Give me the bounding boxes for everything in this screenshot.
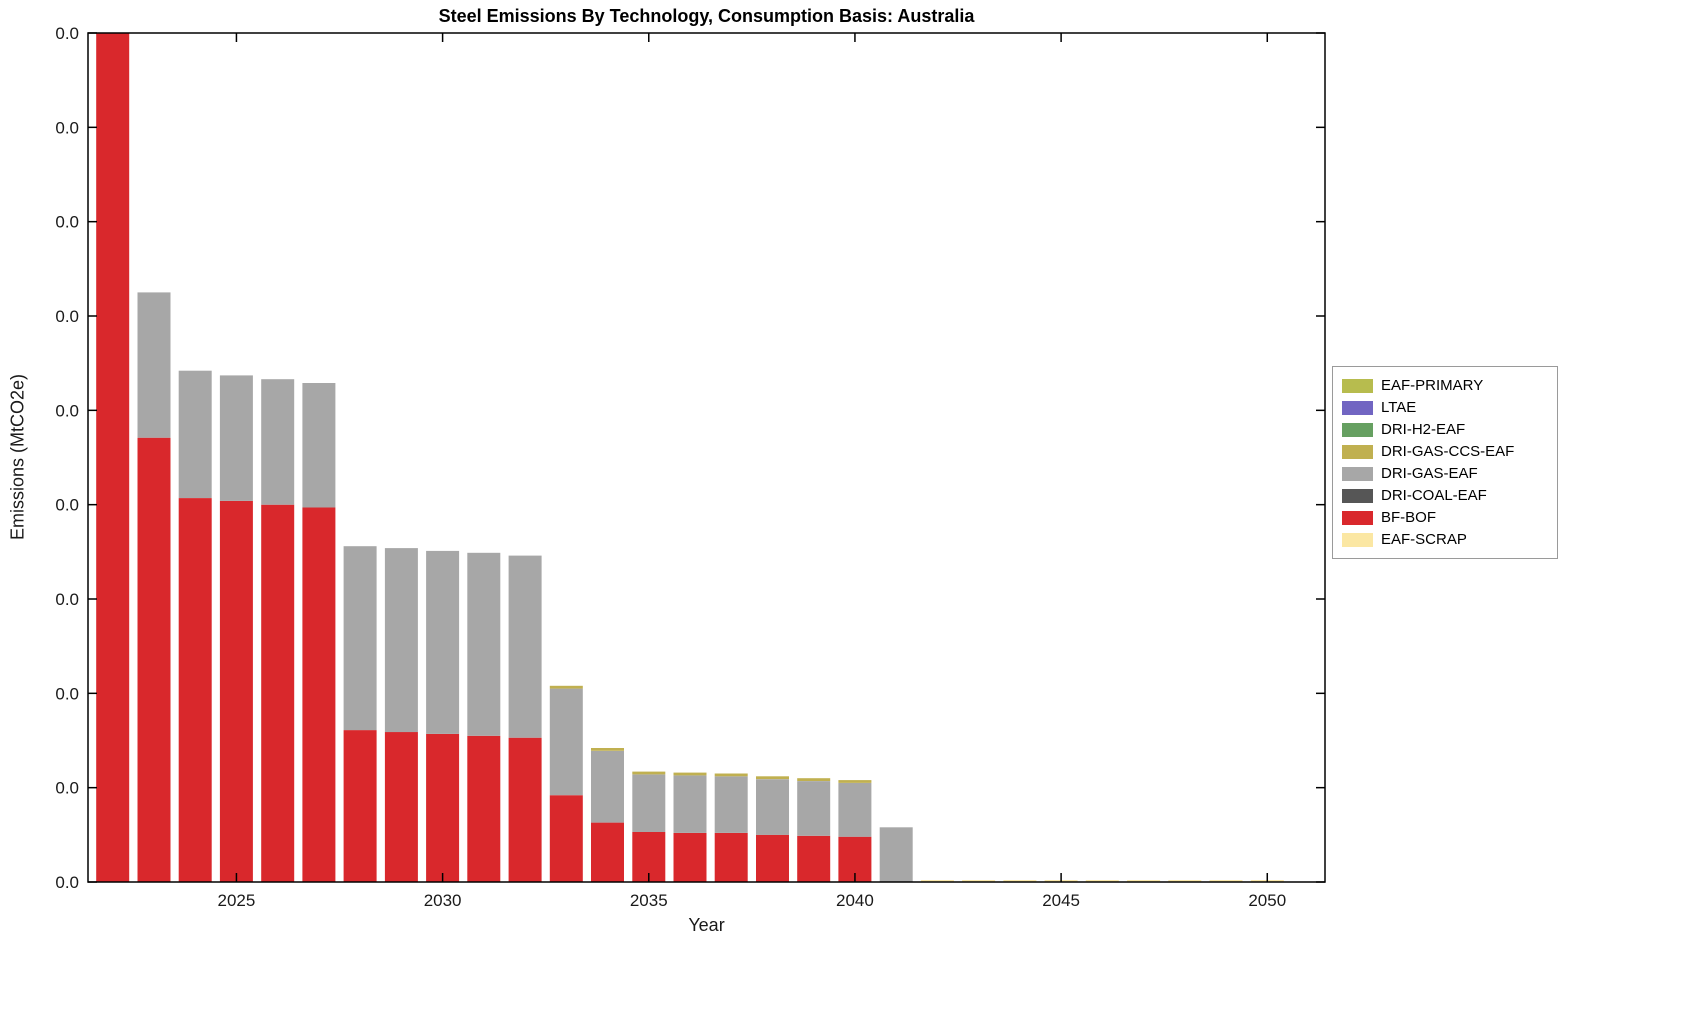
bar-segment-dri-gas-eaf-2023 xyxy=(137,292,171,438)
legend-swatch-dri-coal-eaf xyxy=(1342,488,1373,503)
bar-segment-dri-gas-eaf-2040 xyxy=(838,783,872,837)
legend-swatch-eaf-scrap xyxy=(1342,532,1373,547)
y-tick-label: 0.0 xyxy=(55,779,79,798)
bar-segment-dri-gas-eaf-2028 xyxy=(343,546,377,731)
chart-title: Steel Emissions By Technology, Consumpti… xyxy=(438,6,975,26)
y-tick-label: 0.0 xyxy=(55,873,79,892)
x-tick-label: 2025 xyxy=(218,891,256,910)
legend-swatch-dri-gas-ccs-eaf xyxy=(1342,444,1373,459)
bar-segment-bf-bof-2032 xyxy=(508,737,542,882)
x-tick-label: 2045 xyxy=(1042,891,1080,910)
bar-segment-bf-bof-2038 xyxy=(756,834,789,882)
bar-segment-dri-gas-eaf-2029 xyxy=(384,548,418,733)
legend-swatch-bf-bof xyxy=(1342,510,1373,525)
bar-segment-bf-bof-2037 xyxy=(714,832,748,882)
bar-segment-dri-gas-eaf-2035 xyxy=(632,774,666,832)
x-tick-label: 2040 xyxy=(836,891,874,910)
bar-segment-bf-bof-2029 xyxy=(384,732,418,882)
legend-label: DRI-COAL-EAF xyxy=(1381,487,1487,504)
bar-segment-dri-gas-eaf-2041 xyxy=(879,827,913,882)
legend-label: BF-BOF xyxy=(1381,509,1436,526)
legend-label: DRI-H2-EAF xyxy=(1381,421,1466,438)
bar-segment-dri-gas-eaf-2038 xyxy=(756,779,789,835)
bar-segment-eaf-scrap-2048 xyxy=(1168,880,1202,882)
y-tick-label: 0.0 xyxy=(55,496,79,515)
bar-segment-eaf-scrap-2049 xyxy=(1209,880,1243,882)
y-tick-label: 0.0 xyxy=(55,684,79,703)
bar-segment-dri-gas-eaf-2026 xyxy=(261,379,295,505)
bar-segment-dri-gas-eaf-2032 xyxy=(508,555,542,738)
bar-segment-eaf-scrap-2043 xyxy=(962,880,996,882)
legend-label: DRI-GAS-EAF xyxy=(1381,465,1478,482)
bar-segment-bf-bof-2036 xyxy=(673,832,707,882)
bar-segment-dri-gas-eaf-2036 xyxy=(673,775,707,833)
legend-label: DRI-GAS-CCS-EAF xyxy=(1381,443,1515,460)
bar-segment-dri-gas-ccs-eaf-2035 xyxy=(632,771,666,775)
bar-segment-bf-bof-2023 xyxy=(137,437,171,882)
legend-swatch-dri-h2-eaf xyxy=(1342,422,1373,437)
y-tick-label: 0.0 xyxy=(55,401,79,420)
legend-swatch-ltae xyxy=(1342,400,1373,415)
bar-segment-bf-bof-2034 xyxy=(591,822,624,882)
bar-segment-bf-bof-2026 xyxy=(261,504,295,882)
bar-segment-dri-gas-ccs-eaf-2040 xyxy=(838,780,872,783)
x-tick-label: 2035 xyxy=(630,891,668,910)
legend-item-bf-bof: BF-BOF xyxy=(1342,507,1548,528)
bar-segment-bf-bof-2028 xyxy=(343,730,377,882)
legend-label: EAF-PRIMARY xyxy=(1381,377,1484,394)
bar-segment-eaf-scrap-2046 xyxy=(1085,880,1119,882)
bar-segment-bf-bof-2033 xyxy=(549,795,583,882)
bar-segment-eaf-scrap-2047 xyxy=(1127,880,1161,882)
bar-segment-dri-gas-ccs-eaf-2037 xyxy=(714,773,748,777)
bar-segment-dri-gas-ccs-eaf-2039 xyxy=(797,778,831,781)
y-tick-label: 0.0 xyxy=(55,590,79,609)
legend-item-dri-gas-ccs-eaf: DRI-GAS-CCS-EAF xyxy=(1342,441,1548,462)
bar-segment-bf-bof-2024 xyxy=(178,498,212,882)
bar-segment-bf-bof-2030 xyxy=(426,733,460,882)
legend-label: LTAE xyxy=(1381,399,1417,416)
bar-segment-dri-gas-ccs-eaf-2038 xyxy=(756,776,789,780)
y-tick-label: 0.0 xyxy=(55,118,79,137)
bar-segment-dri-gas-eaf-2039 xyxy=(797,781,831,836)
bar-segment-bf-bof-2025 xyxy=(219,500,253,882)
bar-segment-eaf-scrap-2042 xyxy=(920,880,954,882)
y-tick-label: 0.0 xyxy=(55,213,79,232)
bar-segment-dri-gas-eaf-2024 xyxy=(178,370,212,498)
y-tick-label: 0.0 xyxy=(55,24,79,43)
bar-segment-eaf-scrap-2044 xyxy=(1003,880,1037,882)
bar-segment-bf-bof-2039 xyxy=(797,835,831,882)
bar-segment-dri-gas-ccs-eaf-2036 xyxy=(673,772,707,776)
legend-swatch-dri-gas-eaf xyxy=(1342,466,1373,481)
legend-swatch-eaf-primary xyxy=(1342,378,1373,393)
x-tick-label: 2030 xyxy=(424,891,462,910)
legend-item-eaf-primary: EAF-PRIMARY xyxy=(1342,375,1548,396)
y-tick-label: 0.0 xyxy=(55,307,79,326)
bar-segment-dri-gas-ccs-eaf-2034 xyxy=(591,748,624,751)
bar-segment-bf-bof-2031 xyxy=(467,735,501,882)
legend-item-dri-coal-eaf: DRI-COAL-EAF xyxy=(1342,485,1548,506)
legend-item-ltae: LTAE xyxy=(1342,397,1548,418)
legend-item-dri-gas-eaf: DRI-GAS-EAF xyxy=(1342,463,1548,484)
legend: EAF-PRIMARY LTAE DRI-H2-EAF DRI-GAS-CCS-EAF… xyxy=(1332,366,1558,559)
bar-segment-dri-gas-eaf-2031 xyxy=(467,552,501,736)
bars-group xyxy=(96,33,1284,882)
bar-segment-bf-bof-2022 xyxy=(96,33,130,882)
legend-item-dri-h2-eaf: DRI-H2-EAF xyxy=(1342,419,1548,440)
bar-segment-dri-gas-eaf-2037 xyxy=(714,776,748,833)
bar-segment-dri-gas-ccs-eaf-2033 xyxy=(549,685,583,689)
axis-box xyxy=(87,32,1326,883)
x-axis-label: Year xyxy=(688,915,725,935)
bar-segment-bf-bof-2027 xyxy=(302,507,336,882)
bar-segment-dri-gas-eaf-2033 xyxy=(549,688,583,796)
bar-segment-dri-gas-eaf-2034 xyxy=(591,750,624,823)
bar-segment-dri-gas-eaf-2027 xyxy=(302,383,336,508)
legend-item-eaf-scrap: EAF-SCRAP xyxy=(1342,529,1548,550)
legend-label: EAF-SCRAP xyxy=(1381,531,1467,548)
bar-segment-dri-gas-eaf-2030 xyxy=(426,550,460,734)
x-tick-label: 2050 xyxy=(1248,891,1286,910)
bar-segment-dri-gas-eaf-2025 xyxy=(219,375,253,501)
